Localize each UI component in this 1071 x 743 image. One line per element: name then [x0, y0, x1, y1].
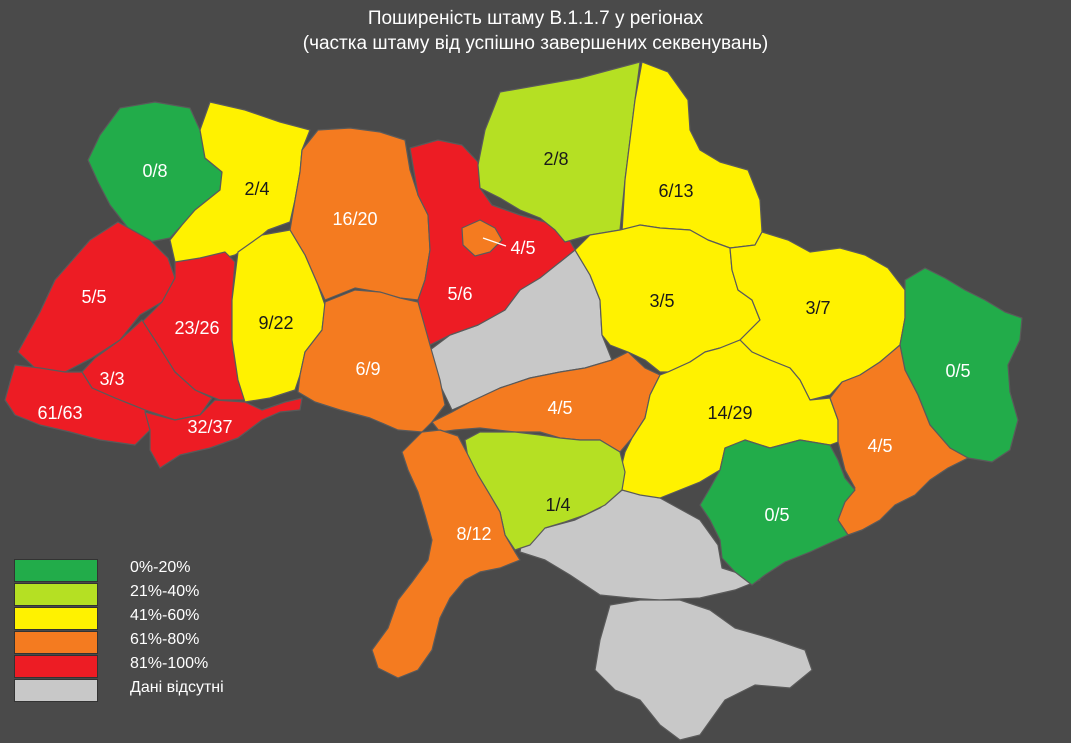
legend-label-0-20: 0%-20% [130, 559, 191, 576]
map-title: Поширеність штаму В.1.1.7 у регіонах (ча… [0, 6, 1071, 56]
region-label-lviv: 5/5 [81, 287, 106, 307]
region-label-poltava: 3/5 [649, 291, 674, 311]
region-label-chernihiv: 2/8 [543, 149, 568, 169]
region-label-ivano-frankivsk: 3/3 [99, 369, 124, 389]
region-crimea [594, 599, 813, 741]
region-sumy [621, 61, 763, 249]
legend-label-81-100: 81%-100% [130, 655, 209, 672]
region-label-chernivtsi: 32/37 [187, 417, 232, 437]
region-label-volyn: 0/8 [142, 161, 167, 181]
region-ivano-frankivsk [81, 319, 213, 421]
region-chernivtsi [144, 397, 303, 469]
kyiv-city-pointer-line [482, 237, 507, 247]
region-label-kirovohrad: 4/5 [547, 398, 572, 418]
region-labels: 0/8 2/4 16/20 5/6 4/5 2/8 6/13 5/5 23/26 9/22 6/9 3… [37, 149, 970, 544]
region-label-zaporizhzhia: 0/5 [764, 505, 789, 525]
region-label-donetsk: 4/5 [867, 436, 892, 456]
title-line-2: (частка штаму від успішно завершених сек… [302, 33, 769, 54]
region-label-kharkiv: 3/7 [805, 298, 830, 318]
region-label-odesa: 8/12 [456, 524, 491, 544]
legend-swatch-0-20 [14, 559, 98, 582]
region-label-ternopil: 23/26 [174, 318, 219, 338]
region-label-kyiv-city: 4/5 [510, 238, 535, 258]
legend-label-no-data: Дані відсутні [130, 679, 224, 696]
region-label-kyiv-oblast: 5/6 [447, 284, 472, 304]
region-label-mykolaiv: 1/4 [545, 495, 570, 515]
legend-swatch-41-60 [14, 607, 98, 630]
legend-swatch-21-40 [14, 583, 98, 606]
region-odesa [371, 429, 521, 679]
region-label-rivne: 2/4 [244, 179, 269, 199]
legend-swatch-81-100 [14, 655, 98, 678]
region-label-zakarpattia: 61/63 [37, 403, 82, 423]
region-zaporizhzhia [699, 439, 856, 586]
title-line-1: Поширеність штаму В.1.1.7 у регіонах [367, 8, 704, 29]
legend-swatch-no-data [14, 679, 98, 702]
region-label-khmelnytskyi: 9/22 [258, 313, 293, 333]
region-label-luhansk: 0/5 [945, 361, 970, 381]
region-label-dnipro: 14/29 [707, 403, 752, 423]
region-label-vinnytsia: 6/9 [355, 359, 380, 379]
legend-label-21-40: 21%-40% [130, 583, 200, 600]
region-label-sumy: 6/13 [658, 181, 693, 201]
region-kyiv-city [461, 219, 503, 257]
region-zakarpattia [4, 364, 151, 446]
region-ternopil [141, 251, 246, 401]
region-donetsk [829, 344, 969, 536]
legend-swatch-61-80 [14, 631, 98, 654]
legend-label-61-80: 61%-80% [130, 631, 200, 648]
region-label-zhytomyr: 16/20 [332, 209, 377, 229]
legend-label-41-60: 41%-60% [130, 607, 200, 624]
